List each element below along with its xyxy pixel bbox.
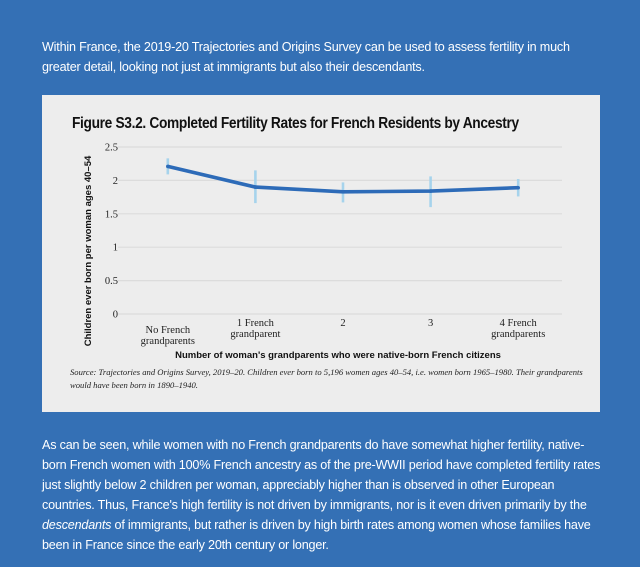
conclusion-emphasis: descendants: [42, 518, 112, 532]
y-axis-label: Children ever born per woman ages 40–54: [83, 155, 94, 346]
y-tick-label: 2.5: [105, 143, 118, 154]
x-tick-label: 3: [428, 318, 433, 329]
figure-title: Figure S3.2. Completed Fertility Rates f…: [72, 115, 519, 132]
conclusion-text-1: As can be seen, while women with no Fren…: [42, 438, 601, 512]
figure-card: Figure S3.2. Completed Fertility Rates f…: [42, 95, 600, 412]
error-bars: [166, 158, 520, 208]
x-tick-label: grandparent: [230, 329, 280, 340]
data-point: [516, 185, 520, 190]
x-tick-label: 1 French: [237, 318, 275, 329]
x-tick-label: 4 French: [500, 318, 538, 329]
conclusion-paragraph: As can be seen, while women with no Fren…: [42, 435, 604, 555]
intro-paragraph: Within France, the 2019-20 Trajectories …: [42, 40, 570, 74]
data-point: [428, 189, 433, 193]
y-tick-label: 0: [113, 310, 118, 321]
y-tick-label: 1.5: [105, 209, 118, 220]
data-point: [341, 189, 345, 194]
x-tick-label: grandparents: [141, 336, 195, 347]
conclusion-text-2: of immigrants, but rather is driven by h…: [42, 518, 591, 552]
data-point: [253, 185, 258, 189]
y-axis-ticks: 0 0.5 1 1.5 2 2.5: [105, 143, 118, 321]
data-point: [166, 164, 170, 169]
source-note: Source: Trajectories and Origins Survey,…: [70, 367, 583, 390]
gridlines: [118, 146, 562, 315]
y-tick-label: 1: [113, 243, 118, 254]
y-tick-label: 2: [113, 176, 118, 187]
x-tick-label: 2: [340, 318, 345, 329]
x-tick-label: No French: [145, 325, 190, 336]
x-axis-label: Number of woman's grandparents who were …: [175, 350, 501, 361]
x-tick-label: grandparents: [491, 329, 545, 340]
y-tick-label: 0.5: [105, 276, 118, 287]
